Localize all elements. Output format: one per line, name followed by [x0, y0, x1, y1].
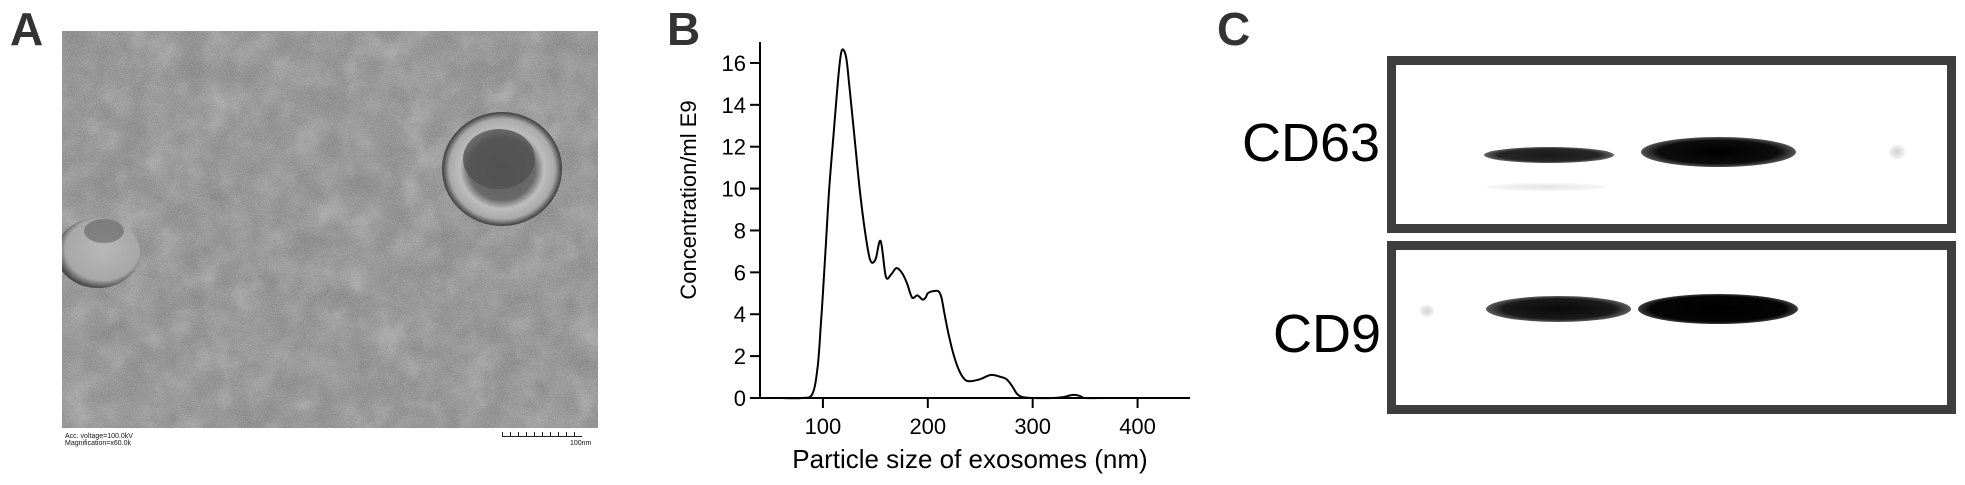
micrograph-caption-voltage: Acc. voltage=100.0kV	[65, 433, 133, 440]
chart-svg: 0 2 4 6 8 10 12 14 16 100 200 300 400 Particle size …	[676, 42, 1190, 474]
series-line-concentration	[780, 48, 1180, 400]
blot-frame-cd9	[1387, 241, 1956, 414]
blot-band-cd63-lane3-trace	[1889, 145, 1905, 159]
blot-band-cd63-lane2	[1641, 137, 1796, 167]
x-axis-label: Particle size of exosomes (nm)	[792, 444, 1147, 474]
size-distribution-chart: 0 2 4 6 8 10 12 14 16 100 200 300 400 Particle size …	[660, 20, 1200, 480]
x-tick-label: 400	[1119, 414, 1156, 439]
y-axis-label: Concentration/ml E9	[676, 100, 701, 299]
x-tick-label: 200	[909, 414, 946, 439]
x-tick-label: 100	[805, 414, 842, 439]
blot-label-cd63: CD63	[1242, 113, 1381, 173]
scale-bar	[502, 432, 582, 437]
blot-frame-cd63	[1387, 56, 1956, 233]
blot-band-cd9-lane1	[1486, 296, 1631, 322]
y-tick-label: 6	[734, 260, 746, 285]
y-tick-label: 12	[722, 135, 746, 160]
y-tick-label: 16	[722, 51, 746, 76]
exosome-vesicle-small	[56, 218, 140, 288]
y-tick-label: 2	[734, 344, 746, 369]
micrograph-image	[56, 31, 598, 431]
electron-micrograph: Acc. voltage=100.0kV Magnification=x60.0…	[56, 31, 598, 447]
blot-band-cd63-lane1	[1484, 147, 1614, 163]
y-tick-label: 4	[734, 302, 746, 327]
y-tick-label: 14	[722, 93, 746, 118]
x-tick-label: 300	[1014, 414, 1051, 439]
y-tick-label: 0	[734, 386, 746, 411]
y-tick-label: 10	[722, 177, 746, 202]
panel-letter-b: B	[667, 3, 701, 55]
scale-bar-label: 100nm	[570, 440, 592, 447]
panel-letter-c: C	[1217, 3, 1251, 55]
blot-label-cd9: CD9	[1273, 304, 1382, 364]
panel-letter-a: A	[10, 3, 44, 55]
blot-band-cd9-lane0-trace	[1420, 305, 1434, 317]
blot-band-cd63-faint	[1486, 183, 1606, 191]
blot-band-cd9-lane2	[1638, 294, 1798, 324]
exosome-vesicle-large	[442, 112, 562, 226]
micrograph-caption-magnification: Magnification=x60.0k	[65, 440, 131, 447]
y-tick-label: 8	[734, 218, 746, 243]
